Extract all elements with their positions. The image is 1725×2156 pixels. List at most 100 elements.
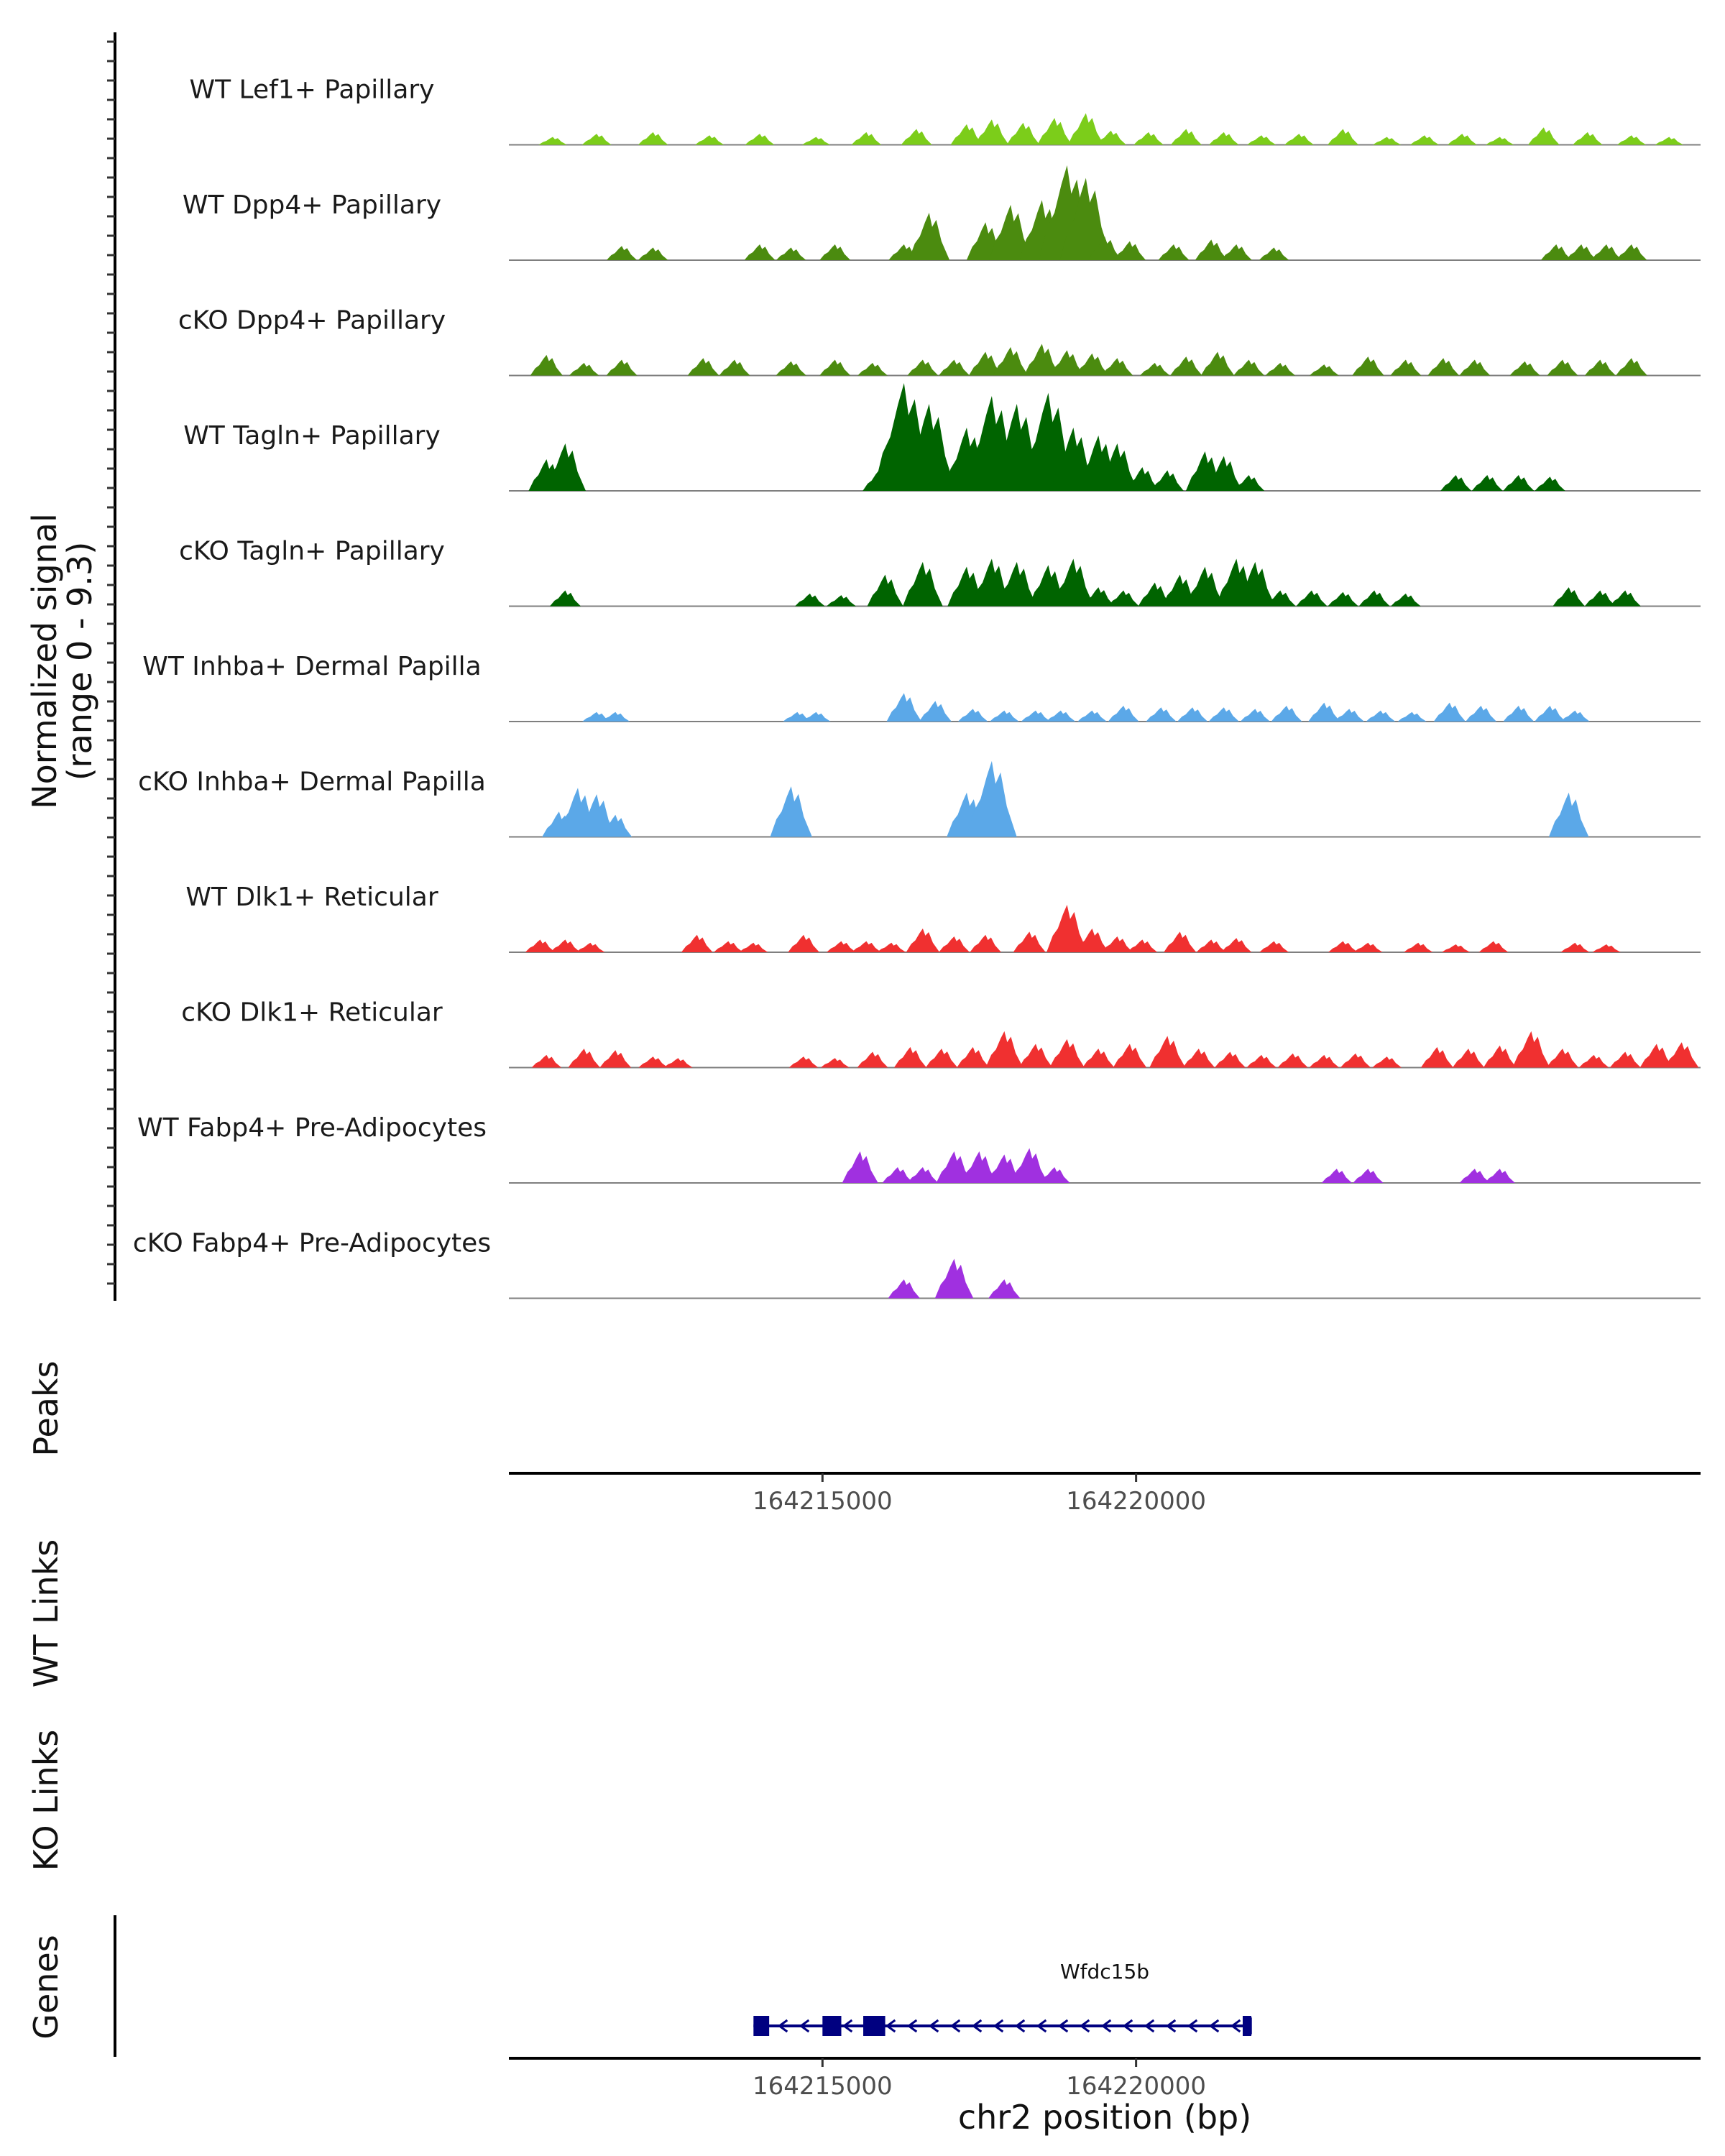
signal-peak xyxy=(1075,929,1109,952)
signal-peak xyxy=(967,760,1017,837)
strand-arrow xyxy=(1100,2019,1112,2033)
signal-peak xyxy=(687,358,719,376)
peaks-x-ticks: 164215000 164220000 xyxy=(753,1473,1206,1516)
signal-peak xyxy=(1503,706,1535,722)
signal-peak xyxy=(919,701,952,722)
signal-peak xyxy=(569,362,599,376)
signal-peak xyxy=(1170,129,1202,145)
track-9: cKO Dlk1+ Reticular xyxy=(181,998,1701,1069)
signal-peak xyxy=(888,1279,920,1299)
signal-peak xyxy=(1133,132,1164,145)
x-tick-label: 164215000 xyxy=(753,1487,893,1516)
signal-peak xyxy=(1478,941,1509,952)
strand-arrow xyxy=(1208,2019,1220,2033)
signal-peak xyxy=(1126,467,1159,491)
strand-arrow xyxy=(1230,2019,1241,2033)
signal-peak xyxy=(1113,1044,1147,1068)
signal-peak xyxy=(606,359,638,376)
signal-peak xyxy=(961,1151,998,1183)
signal-peak xyxy=(1328,129,1359,145)
strand-arrow xyxy=(1036,2019,1047,2033)
signal-peak xyxy=(1113,241,1146,260)
strand-arrow xyxy=(1079,2019,1090,2033)
y-axis-title-line2: (range 0 - 9.3) xyxy=(60,542,99,781)
signal-peak xyxy=(907,1167,939,1183)
signal-peak xyxy=(801,711,831,722)
track-label: cKO Tagln+ Papillary xyxy=(179,537,445,566)
signal-peak xyxy=(1209,132,1239,145)
signal-peak xyxy=(1616,244,1647,260)
signal-peak xyxy=(906,929,940,952)
signal-peak xyxy=(1560,942,1590,952)
signal-peak xyxy=(1082,1049,1115,1068)
signal-peak xyxy=(1484,1169,1515,1183)
signal-peak xyxy=(1471,475,1503,491)
track-5: cKO Tagln+ Papillary xyxy=(179,537,1701,607)
signal-peak xyxy=(599,1050,632,1068)
signal-peak xyxy=(1264,590,1296,607)
signal-peak xyxy=(1321,1169,1352,1183)
signal-peak xyxy=(795,593,825,607)
signal-peak xyxy=(1535,706,1566,722)
signal-peak xyxy=(681,934,713,952)
signal-peak xyxy=(1420,1046,1453,1068)
signal-peak xyxy=(1535,476,1565,491)
signal-peak xyxy=(936,1151,972,1183)
signal-peak xyxy=(1164,931,1197,952)
genes-x-ticks: 164215000 164220000 xyxy=(753,2058,1206,2101)
track-11: cKO Fabp4+ Pre-Adipocytes xyxy=(133,1229,1701,1299)
strand-arrow xyxy=(777,2019,788,2033)
signal-peak xyxy=(1097,443,1138,491)
ko-links-panel-label: KO Links xyxy=(27,1730,65,1871)
signal-peak xyxy=(1528,127,1560,145)
signal-peak xyxy=(745,134,775,145)
signal-peak xyxy=(857,362,888,376)
signal-peak xyxy=(1308,702,1340,722)
strand-arrow xyxy=(799,2019,810,2033)
signal-peak xyxy=(1547,359,1578,376)
signal-peak xyxy=(867,574,903,607)
strand-arrow xyxy=(971,2019,983,2033)
track-4: WT Tagln+ Papillary xyxy=(183,383,1701,492)
signal-peak xyxy=(538,137,567,145)
signal-peak xyxy=(599,814,632,837)
signal-peak xyxy=(1284,134,1314,145)
signal-peak xyxy=(1353,1169,1384,1183)
signal-peak xyxy=(1039,1167,1070,1183)
peaks-panel-label: Peaks xyxy=(27,1360,65,1456)
signal-peak xyxy=(1404,942,1433,952)
signal-peak xyxy=(886,693,922,722)
signal-peak xyxy=(1328,941,1358,952)
signal-peak xyxy=(576,794,617,837)
signal-peak xyxy=(827,595,856,607)
signal-peak xyxy=(901,129,932,145)
signal-peak xyxy=(957,709,988,722)
signal-peak xyxy=(1138,582,1172,607)
signal-peak xyxy=(1353,942,1383,952)
signal-peak xyxy=(857,1051,888,1068)
signal-peak xyxy=(1200,351,1235,376)
signal-peak xyxy=(1409,135,1440,145)
signal-peak xyxy=(1102,936,1133,952)
signal-peak xyxy=(1397,711,1427,722)
signal-peak xyxy=(1427,358,1460,376)
track-label: WT Dlk1+ Reticular xyxy=(185,883,438,912)
signal-peak xyxy=(1101,358,1133,376)
x-tick-label: 164220000 xyxy=(1066,2072,1206,2101)
signal-peak xyxy=(882,1167,914,1183)
signal-peak xyxy=(776,361,806,376)
strand-arrow xyxy=(1057,2019,1069,2033)
strand-arrow xyxy=(1165,2019,1177,2033)
signal-peak xyxy=(969,351,1003,376)
signal-peak xyxy=(939,359,970,376)
signal-peak xyxy=(1565,244,1597,260)
strand-arrow xyxy=(906,2019,918,2033)
signal-peak xyxy=(545,443,586,491)
signal-peak xyxy=(1095,130,1126,145)
track-3: cKO Dpp4+ Papillary xyxy=(178,306,1701,377)
signal-peak xyxy=(1196,939,1227,952)
signal-peak xyxy=(1170,356,1202,376)
signal-peak xyxy=(1548,792,1589,837)
signal-peak xyxy=(1140,362,1170,376)
